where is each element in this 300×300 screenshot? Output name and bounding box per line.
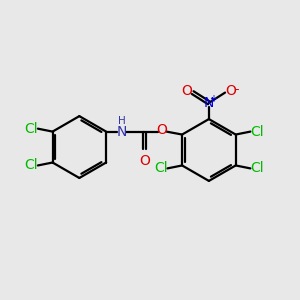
Text: O: O	[181, 84, 192, 98]
Text: Cl: Cl	[25, 158, 38, 172]
Text: O: O	[225, 84, 236, 98]
Text: Cl: Cl	[250, 161, 264, 176]
Text: N: N	[116, 124, 127, 139]
Text: O: O	[139, 154, 150, 168]
Text: H: H	[118, 116, 125, 126]
Text: O: O	[157, 123, 167, 137]
Text: Cl: Cl	[250, 124, 264, 139]
Text: -: -	[234, 82, 238, 95]
Text: +: +	[209, 94, 217, 104]
Text: Cl: Cl	[154, 161, 167, 176]
Text: N: N	[204, 96, 214, 110]
Text: Cl: Cl	[25, 122, 38, 136]
